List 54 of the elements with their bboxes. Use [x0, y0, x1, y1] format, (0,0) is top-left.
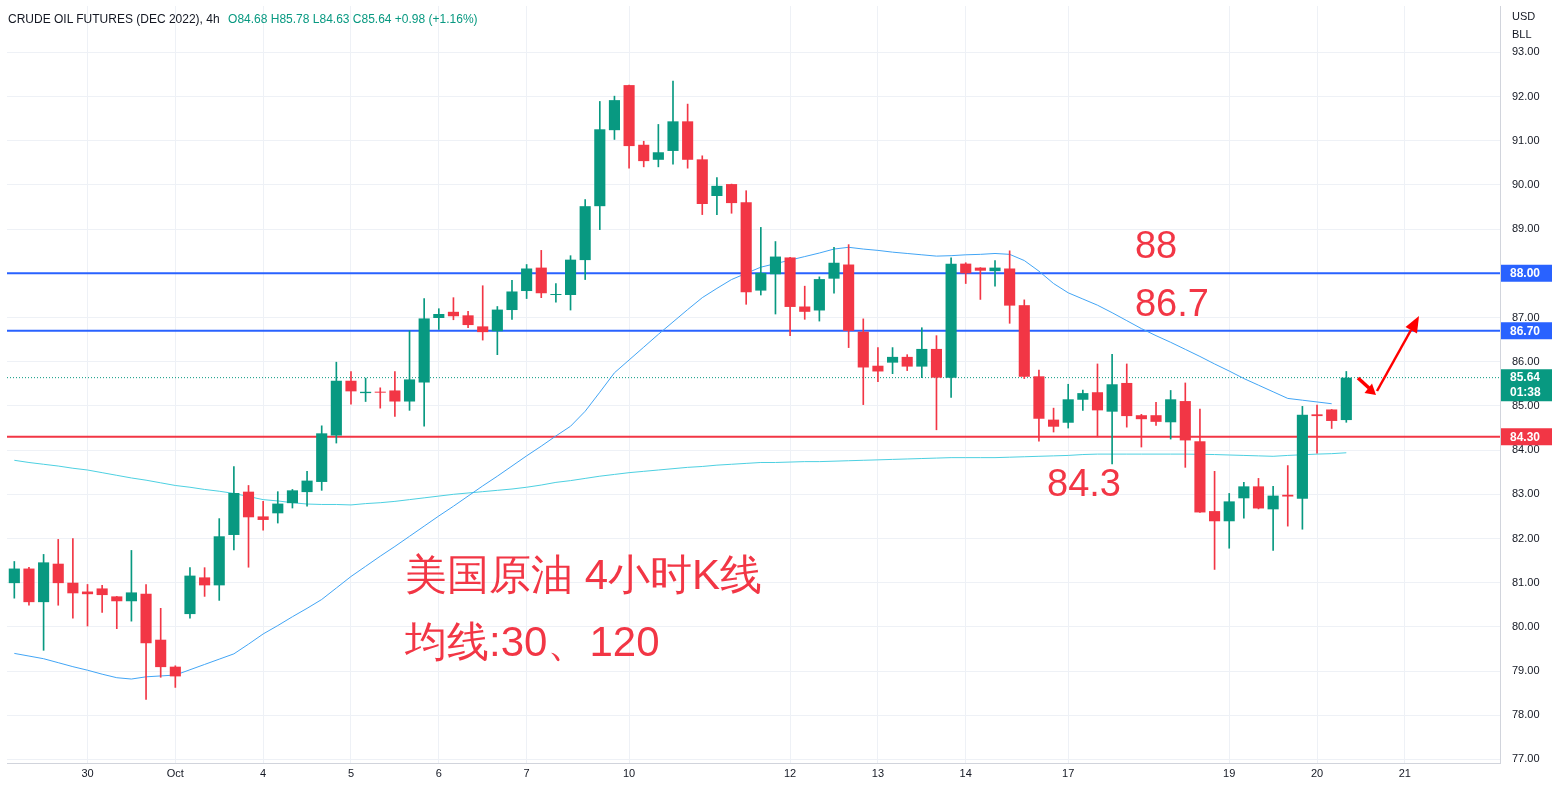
candlestick	[477, 285, 489, 341]
x-tick-label: 20	[1310, 766, 1324, 779]
candlestick	[96, 585, 108, 613]
ref-line-label: 88.00	[1510, 266, 1541, 281]
y-tick-label: 92.00	[1512, 89, 1540, 102]
x-tick-label: 5	[347, 766, 355, 779]
x-tick-label: 13	[871, 766, 885, 779]
ref-line-label: 86.70	[1510, 323, 1541, 338]
candlestick	[433, 308, 445, 330]
y-tick-label: 79.00	[1512, 664, 1540, 677]
candlestick	[989, 260, 1001, 287]
x-tick-label: 30	[81, 766, 94, 779]
candlestick	[550, 283, 562, 303]
candlestick	[257, 501, 269, 531]
x-tick-label: 4	[260, 766, 267, 779]
text: O84.68 H85.78 L84.63 C85.64 +0.98 (+1.16%)	[228, 12, 478, 27]
x-tick-label: 17	[1062, 766, 1075, 779]
y-tick-label: 83.00	[1512, 487, 1540, 500]
y-axis-title: USD BLL	[1512, 10, 1536, 41]
x-tick-label: 12	[783, 766, 797, 779]
y-tick-label: 78.00	[1512, 708, 1540, 721]
candlestick	[1267, 486, 1279, 551]
y-tick-label: 86.00	[1512, 354, 1540, 367]
text: CRUDE OIL FUTURES (DEC 2022), 4h	[8, 12, 220, 27]
x-tick-label: Oct	[166, 766, 184, 779]
candlestick	[799, 285, 811, 320]
annotation: 均线:30、120	[404, 617, 660, 665]
candlestick	[111, 596, 123, 629]
y-tick-label: 85.00	[1512, 398, 1540, 411]
annotation: 88	[1134, 224, 1178, 267]
y-tick-label: 77.00	[1512, 752, 1540, 765]
y-tick-label: 84.00	[1512, 443, 1540, 456]
x-tick-label: 19	[1223, 766, 1236, 779]
annotation: 86.7	[1134, 281, 1209, 324]
y-tick-label: 87.00	[1512, 310, 1540, 323]
x-tick-label: 21	[1398, 766, 1411, 779]
annotation: 美国原油 4小时K线	[405, 550, 763, 598]
ref-line-label: 84.30	[1510, 429, 1541, 444]
x-tick-label: 7	[523, 766, 530, 779]
x-tick-label: 14	[959, 766, 972, 779]
y-tick-label: 90.00	[1512, 178, 1540, 191]
y-tick-label: 89.00	[1512, 222, 1540, 235]
candlestick	[374, 387, 386, 409]
candlestick	[67, 538, 79, 619]
y-tick-label: 80.00	[1512, 619, 1540, 632]
candlestick	[1282, 465, 1294, 527]
x-tick-label: 10	[622, 766, 636, 779]
y-tick-label: 82.00	[1512, 531, 1540, 544]
ref-line-label: 85.64 01:38	[1510, 370, 1542, 400]
y-tick-label: 93.00	[1512, 45, 1540, 58]
annotation: 84.3	[1047, 461, 1121, 504]
y-tick-label: 91.00	[1512, 133, 1540, 146]
y-tick-label: 81.00	[1512, 575, 1540, 588]
x-tick-label: 6	[435, 766, 442, 779]
